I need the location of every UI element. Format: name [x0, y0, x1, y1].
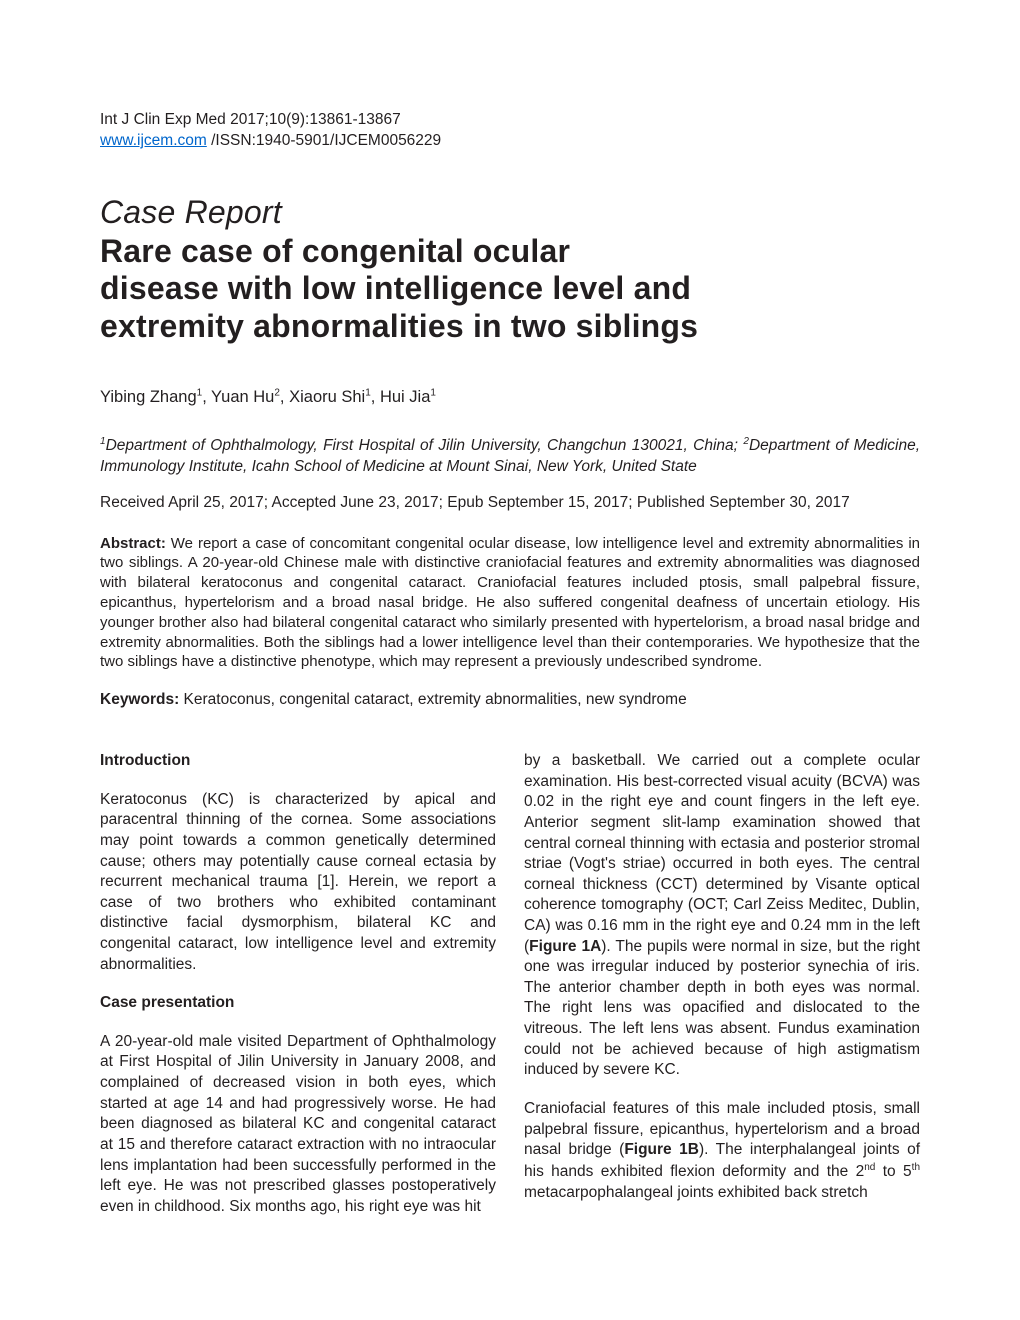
issn-text: /ISSN:1940-5901/IJCEM0056229 [207, 132, 441, 149]
keywords: Keywords: Keratoconus, congenital catara… [100, 690, 920, 711]
left-column: Introduction Keratoconus (KC) is charact… [100, 751, 496, 1217]
body-columns: Introduction Keratoconus (KC) is charact… [100, 751, 920, 1217]
case-paragraph-1: A 20-year-old male visited Department of… [100, 1032, 496, 1217]
abstract-label: Abstract: [100, 535, 166, 552]
title-line-2: disease with low intelligence level and [100, 270, 691, 306]
journal-url-link[interactable]: www.ijcem.com [100, 132, 207, 149]
section-heading-introduction: Introduction [100, 751, 496, 772]
affiliations: 1Department of Ophthalmology, First Hosp… [100, 435, 920, 478]
publication-dates: Received April 25, 2017; Accepted June 2… [100, 492, 920, 514]
intro-paragraph: Keratoconus (KC) is characterized by api… [100, 790, 496, 975]
paper-page: Int J Clin Exp Med 2017;10(9):13861-1386… [0, 0, 1020, 1277]
journal-citation: Int J Clin Exp Med 2017;10(9):13861-1386… [100, 110, 920, 131]
case-paragraph-2: by a basketball. We carried out a comple… [524, 751, 920, 1081]
title-line-3: extremity abnormalities in two siblings [100, 308, 698, 344]
article-type: Case Report [100, 194, 920, 231]
abstract: Abstract: We report a case of concomitan… [100, 534, 920, 673]
article-title: Rare case of congenital ocular disease w… [100, 233, 920, 346]
authors: Yibing Zhang1, Yuan Hu2, Xiaoru Shi1, Hu… [100, 386, 920, 409]
journal-url-line: www.ijcem.com /ISSN:1940-5901/IJCEM00562… [100, 131, 920, 152]
title-line-1: Rare case of congenital ocular [100, 233, 570, 269]
abstract-text: We report a case of concomitant congenit… [100, 535, 920, 671]
section-heading-case: Case presentation [100, 993, 496, 1014]
case-paragraph-3: Craniofacial features of this male inclu… [524, 1099, 920, 1203]
keywords-text: Keratoconus, congenital cataract, extrem… [179, 691, 686, 708]
right-column: by a basketball. We carried out a comple… [524, 751, 920, 1217]
keywords-label: Keywords: [100, 691, 179, 708]
